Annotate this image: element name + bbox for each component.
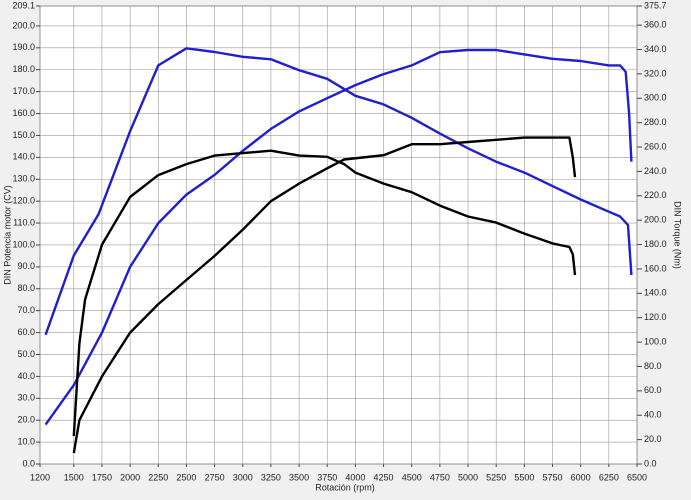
x-tick-label: 2500: [176, 472, 196, 482]
y-tick-label: 170.0: [12, 86, 35, 96]
y2-tick-label: 260.0: [644, 141, 667, 151]
y2-tick-label: 20.0: [644, 434, 662, 444]
y2-tick-label: 375.7: [644, 0, 667, 10]
y2-tick-label: 120.0: [644, 312, 667, 322]
series-line: [72, 136, 577, 454]
x-tick-label: 6500: [627, 472, 647, 482]
y-tick-label: 70.0: [17, 305, 35, 315]
y-tick-label: 20.0: [17, 415, 35, 425]
y-tick-label: 80.0: [17, 283, 35, 293]
y-tick-label: 180.0: [12, 64, 35, 74]
y-tick-label: 50.0: [17, 349, 35, 359]
y2-tick-label: 100.0: [644, 336, 667, 346]
y2-tick-label: 300.0: [644, 93, 667, 103]
y2-tick-label: 140.0: [644, 288, 667, 298]
y2-tick-label: 160.0: [644, 263, 667, 273]
y2-tick-label: 60.0: [644, 385, 662, 395]
x-tick-label: 4000: [345, 472, 365, 482]
x-tick-label: 2750: [205, 472, 225, 482]
y-tick-label: 30.0: [17, 393, 35, 403]
y-tick-label: 120.0: [12, 196, 35, 206]
x-tick-label: 3500: [289, 472, 309, 482]
y-tick-label: 150.0: [12, 130, 35, 140]
x-tick-label: 5750: [543, 472, 563, 482]
x-tick-label: 4500: [402, 472, 422, 482]
y2-tick-label: 200.0: [644, 215, 667, 225]
series-line: [44, 47, 633, 336]
series-line: [44, 48, 633, 426]
y2-tick-label: 180.0: [644, 239, 667, 249]
y2-tick-label: 280.0: [644, 117, 667, 127]
y2-tick-label: 220.0: [644, 190, 667, 200]
y-axis-title: DIN Potencia motor (CV): [2, 185, 12, 285]
y-tick-label: 209.1: [12, 0, 35, 10]
x-tick-label: 3750: [317, 472, 337, 482]
y-tick-label: 190.0: [12, 42, 35, 52]
y2-tick-label: 0.0: [644, 458, 657, 468]
x-axis-title: Rotación (rpm): [315, 482, 375, 492]
y-tick-label: 40.0: [17, 371, 35, 381]
y2-axis-title: DIN Torque (Nm): [673, 201, 683, 269]
y2-tick-label: 40.0: [644, 410, 662, 420]
x-tick-label: 1500: [64, 472, 84, 482]
y-tick-label: 200.0: [12, 20, 35, 30]
x-tick-label: 5250: [486, 472, 506, 482]
y-tick-label: 100.0: [12, 239, 35, 249]
y-tick-label: 110.0: [13, 217, 35, 227]
x-tick-label: 2250: [148, 472, 168, 482]
x-tick-label: 1750: [92, 472, 112, 482]
series-line: [72, 149, 577, 437]
y-tick-label: 140.0: [12, 152, 35, 162]
x-tick-label: 2000: [120, 472, 140, 482]
x-tick-label: 4250: [374, 472, 394, 482]
x-tick-label: 6000: [571, 472, 591, 482]
y-tick-label: 90.0: [17, 261, 35, 271]
y2-tick-label: 240.0: [644, 166, 667, 176]
y-tick-label: 130.0: [12, 174, 35, 184]
y2-tick-label: 360.0: [644, 20, 667, 30]
y-tick-label: 0.0: [22, 458, 35, 468]
plot-area: [39, 5, 638, 465]
y2-tick-label: 320.0: [644, 68, 667, 78]
x-tick-label: 5000: [458, 472, 478, 482]
x-tick-label: 5500: [514, 472, 534, 482]
y2-tick-label: 80.0: [644, 361, 662, 371]
x-tick-label: 4750: [430, 472, 450, 482]
y-tick-label: 60.0: [17, 327, 35, 337]
y-tick-label: 160.0: [12, 108, 35, 118]
x-tick-label: 3000: [233, 472, 253, 482]
x-tick-label: 3250: [261, 472, 281, 482]
y-tick-label: 10.0: [17, 436, 35, 446]
x-tick-label: 6250: [599, 472, 619, 482]
x-tick-label: 1200: [30, 472, 50, 482]
y2-tick-label: 340.0: [644, 44, 667, 54]
